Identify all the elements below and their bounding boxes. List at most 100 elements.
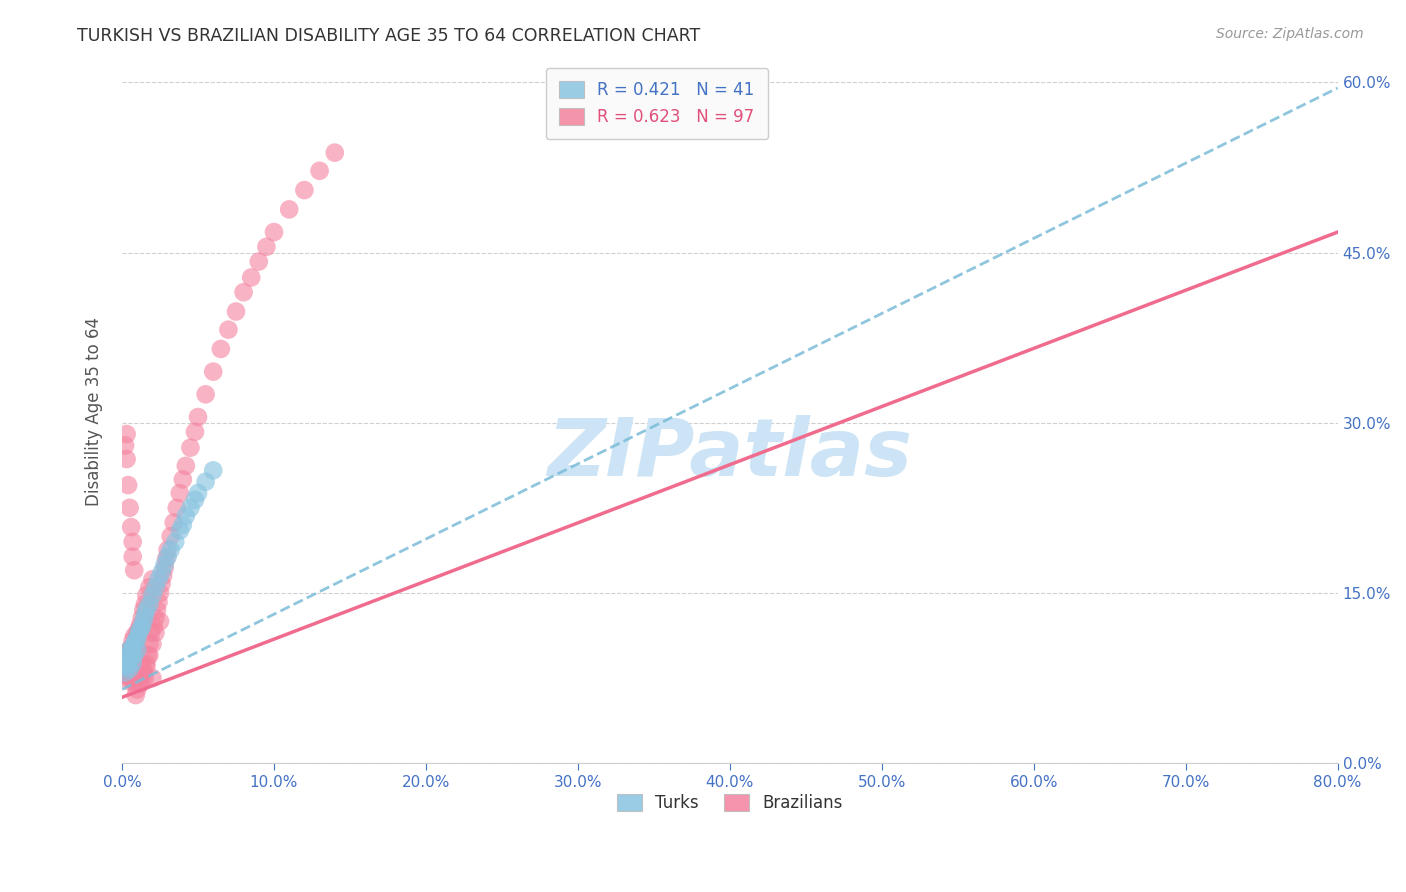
Point <box>134 597 156 611</box>
Point <box>217 323 239 337</box>
Point <box>174 508 197 523</box>
Point <box>121 667 143 681</box>
Point <box>115 452 138 467</box>
Point <box>115 427 138 442</box>
Point <box>138 648 160 663</box>
Point <box>132 665 155 680</box>
Point <box>179 500 201 515</box>
Point <box>146 603 169 617</box>
Point <box>143 620 166 634</box>
Point <box>120 640 142 655</box>
Point <box>120 671 142 685</box>
Point <box>117 645 139 659</box>
Point <box>194 475 217 489</box>
Point <box>145 580 167 594</box>
Point <box>141 671 163 685</box>
Point <box>128 659 150 673</box>
Point <box>115 657 138 671</box>
Point <box>125 633 148 648</box>
Point <box>156 542 179 557</box>
Point <box>308 163 330 178</box>
Point <box>232 285 254 300</box>
Point <box>114 665 136 680</box>
Point <box>153 561 176 575</box>
Point <box>169 486 191 500</box>
Point <box>172 472 194 486</box>
Point <box>187 486 209 500</box>
Point <box>121 647 143 661</box>
Point <box>127 682 149 697</box>
Point <box>112 657 135 671</box>
Point <box>118 649 141 664</box>
Point <box>138 580 160 594</box>
Point <box>323 145 346 160</box>
Point <box>117 648 139 663</box>
Point <box>128 625 150 640</box>
Text: TURKISH VS BRAZILIAN DISABILITY AGE 35 TO 64 CORRELATION CHART: TURKISH VS BRAZILIAN DISABILITY AGE 35 T… <box>77 27 700 45</box>
Point <box>121 633 143 648</box>
Text: Source: ZipAtlas.com: Source: ZipAtlas.com <box>1216 27 1364 41</box>
Point <box>120 650 142 665</box>
Point <box>122 629 145 643</box>
Point <box>187 410 209 425</box>
Point <box>149 615 172 629</box>
Point <box>127 625 149 640</box>
Point <box>112 659 135 673</box>
Point <box>159 542 181 557</box>
Point <box>118 674 141 689</box>
Point <box>131 671 153 685</box>
Point <box>184 425 207 439</box>
Point <box>132 615 155 629</box>
Point <box>135 603 157 617</box>
Point <box>118 642 141 657</box>
Point <box>115 651 138 665</box>
Point <box>114 654 136 668</box>
Point <box>125 688 148 702</box>
Point <box>135 657 157 671</box>
Point <box>117 657 139 672</box>
Point <box>163 516 186 530</box>
Point <box>117 665 139 680</box>
Point <box>117 659 139 673</box>
Point <box>194 387 217 401</box>
Point <box>122 563 145 577</box>
Point <box>114 438 136 452</box>
Point <box>112 663 135 677</box>
Point <box>129 617 152 632</box>
Point <box>131 620 153 634</box>
Point <box>247 254 270 268</box>
Point <box>150 577 173 591</box>
Point <box>150 566 173 580</box>
Point <box>125 665 148 680</box>
Point <box>127 642 149 657</box>
Point <box>172 517 194 532</box>
Point <box>209 342 232 356</box>
Point <box>122 637 145 651</box>
Point <box>156 549 179 564</box>
Point <box>131 657 153 671</box>
Point <box>129 622 152 636</box>
Point <box>118 657 141 671</box>
Point <box>135 588 157 602</box>
Point <box>127 632 149 646</box>
Point <box>254 240 277 254</box>
Point <box>152 569 174 583</box>
Point <box>159 529 181 543</box>
Point <box>148 595 170 609</box>
Point <box>292 183 315 197</box>
Point <box>118 662 141 676</box>
Point <box>179 441 201 455</box>
Point <box>136 648 159 663</box>
Point <box>120 653 142 667</box>
Point <box>132 603 155 617</box>
Point <box>131 611 153 625</box>
Point <box>145 611 167 625</box>
Point <box>141 637 163 651</box>
Point <box>149 586 172 600</box>
Point <box>141 572 163 586</box>
Point <box>122 648 145 663</box>
Point <box>128 622 150 636</box>
Point <box>118 642 141 657</box>
Point <box>135 659 157 673</box>
Point <box>138 597 160 611</box>
